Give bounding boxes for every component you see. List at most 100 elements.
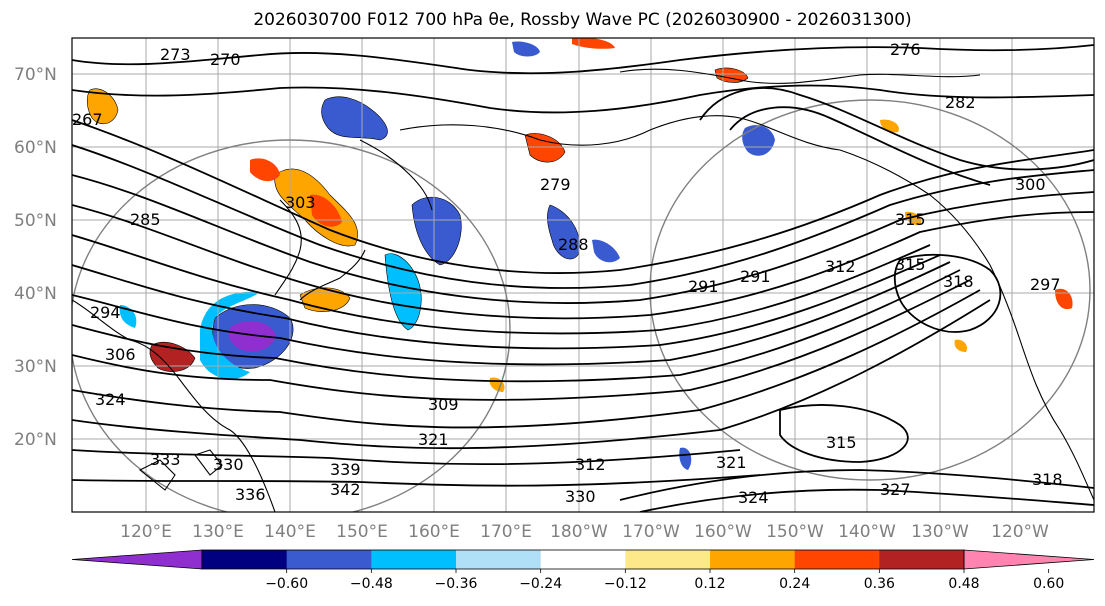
contour-label: 282 (945, 93, 976, 112)
coastlines (72, 68, 1094, 512)
lat-label: 70°N (14, 65, 57, 85)
colorbar-segment (540, 550, 626, 569)
contour-label: 333 (150, 450, 181, 469)
colorbar-segment (625, 550, 711, 569)
lon-label: 140°W (838, 522, 896, 542)
positive-anomaly-manchuria-core (310, 194, 342, 227)
contour-label: 318 (943, 272, 974, 291)
negative-anomaly-okhotsk (321, 96, 388, 141)
map-panel (72, 38, 1094, 512)
negative-anomaly-centralpac (384, 253, 422, 331)
colorbar-tick-label: 0.60 (1033, 576, 1064, 592)
negative-anomaly-kamchatka (411, 196, 462, 266)
contour-label: 324 (95, 390, 126, 409)
lon-label: 150°E (336, 522, 388, 542)
region-circles (72, 99, 1091, 512)
contour-label: 315 (895, 210, 926, 229)
colorbar-tick-label: −0.48 (350, 576, 393, 592)
theta-e-contours (72, 44, 1094, 512)
contour-label: 276 (890, 40, 921, 59)
lat-label: 30°N (14, 357, 57, 377)
contour-label: 330 (213, 455, 244, 474)
contour-label: 339 (330, 460, 361, 479)
lon-label: 120°E (120, 522, 172, 542)
negative-anomaly-northpole (512, 41, 540, 57)
lon-label: 150°W (766, 522, 824, 542)
contour-label: 279 (540, 175, 571, 194)
negative-anomaly-small-1 (592, 239, 620, 263)
positive-anomaly-westcoast (1055, 288, 1073, 310)
colorbar-segment (371, 550, 457, 569)
contour-label: 315 (826, 433, 857, 452)
colorbar-tick-label: 0.12 (694, 576, 725, 592)
colorbar-extend-low (71, 549, 203, 570)
lon-label: 160°W (694, 522, 752, 542)
colorbar-tick-label: −0.24 (519, 576, 562, 592)
colorbar-segment (879, 550, 965, 569)
lon-label: 180°W (550, 522, 608, 542)
graticule (72, 38, 1094, 512)
colorbar-segment (286, 550, 372, 569)
lon-label: 130°E (192, 522, 244, 542)
lon-label: 170°W (622, 522, 680, 542)
colorbar-tick-label: −0.60 (265, 576, 308, 592)
contour-label: 270 (210, 50, 241, 69)
lon-label: 120°W (991, 522, 1049, 542)
map-frame (71, 37, 1095, 513)
lat-label: 60°N (14, 138, 57, 158)
colorbar-tick-label: 0.24 (779, 576, 810, 592)
contour-label: 324 (738, 488, 769, 507)
colorbar-segment (794, 550, 880, 569)
longitude-axis: 120°E 130°E 140°E 150°E 160°E 170°E 180°… (120, 522, 1049, 542)
lon-label: 170°E (480, 522, 532, 542)
colorbar-tick-label: −0.12 (604, 576, 647, 592)
lon-label: 140°E (264, 522, 316, 542)
negative-anomaly-small-3 (679, 447, 692, 470)
contour-label: 330 (565, 487, 596, 506)
negative-anomaly-bering (547, 204, 580, 260)
contour-label: 306 (105, 345, 136, 364)
contour-label: 327 (880, 480, 911, 499)
negative-anomaly-japan-outer (200, 291, 260, 380)
lon-label: 130°W (911, 522, 969, 542)
positive-anomaly-bering-sea (524, 133, 566, 163)
lat-label: 20°N (14, 430, 57, 450)
colorbar-tick-label: 0.48 (948, 576, 979, 592)
colorbar-outline (201, 549, 965, 570)
contour-label: 267 (72, 110, 103, 129)
lon-label: 160°E (408, 522, 460, 542)
positive-anomaly-arctic (572, 38, 615, 49)
contour-label: 297 (1030, 275, 1061, 294)
negative-anomaly-gulf (742, 125, 775, 156)
positive-anomaly-siberia (250, 158, 280, 182)
colorbar-tick-label: 0.36 (864, 576, 895, 592)
colorbar-extend-high (963, 549, 1095, 570)
anomaly-shading (86, 38, 1073, 470)
contour-label: 285 (130, 210, 161, 229)
contour-label: 309 (428, 395, 459, 414)
contour-label: 291 (688, 277, 719, 296)
colorbar-segment (456, 550, 542, 569)
map-title: 2026030700 F012 700 hPa θe, Rossby Wave … (253, 10, 912, 30)
colorbar-segment (202, 550, 288, 569)
latitude-axis: 70°N 60°N 50°N 40°N 30°N 20°N (14, 65, 57, 450)
lat-label: 50°N (14, 211, 57, 231)
contour-label: 321 (418, 430, 449, 449)
contour-label: 336 (235, 485, 266, 504)
contour-label: 312 (825, 257, 856, 276)
contour-label: 303 (285, 193, 316, 212)
positive-anomaly-west (86, 88, 119, 125)
contour-label: 294 (90, 303, 121, 322)
contour-label: 300 (1015, 175, 1046, 194)
contour-label: 273 (160, 45, 191, 64)
contour-label: 315 (895, 255, 926, 274)
contour-label: 312 (575, 455, 606, 474)
negative-anomaly-japan-core (228, 321, 276, 352)
contour-label: 288 (558, 235, 589, 254)
contour-labels: 273 270 276 267 282 279 285 288 291 291 … (72, 40, 1063, 507)
contour-label: 291 (740, 267, 771, 286)
contour-label: 321 (716, 453, 747, 472)
colorbar-tick-label: −0.36 (435, 576, 478, 592)
positive-anomaly-small-3 (954, 339, 968, 352)
